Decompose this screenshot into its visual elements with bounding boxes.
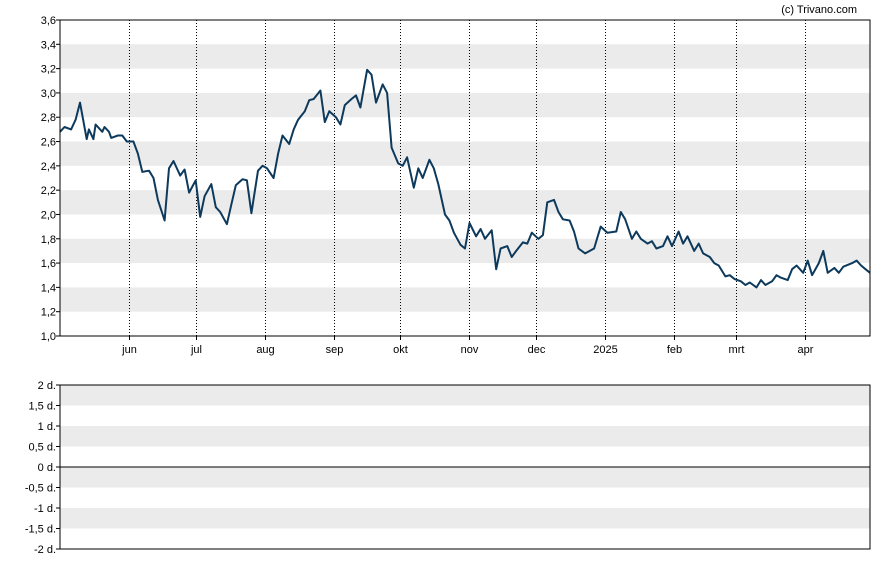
y-tick-label: -0,5 d. [25,483,56,495]
grid-band [60,426,870,447]
y-tick-label: 3,0 [41,88,56,100]
y-tick-label: 1 d. [38,421,56,433]
x-tick-label: mrt [729,344,745,356]
grid-band [60,238,870,264]
y-tick-label: 1,4 [41,282,56,294]
volume-chart-y-axis: 2 d. 1,5 d. 1 d. 0,5 d. 0 d. -0,5 d. -1 d. -1,5… [25,380,60,556]
x-tick-label: 2025 [593,344,617,356]
y-tick-label: -1,5 d. [25,524,56,536]
grid-band [60,508,870,529]
y-tick-label: 1,5 d. [28,401,56,413]
grid-band [60,92,870,118]
x-tick-label: aug [256,344,274,356]
y-tick-label: 2,0 [41,209,56,221]
y-tick-label: 0,5 d. [28,442,56,454]
price-line [59,68,871,289]
y-tick-label: 2,2 [41,185,56,197]
grid-band [60,385,870,406]
x-tick-label: dec [528,344,546,356]
y-tick-label: -1 d. [34,503,56,515]
price-chart-frame [59,19,871,337]
price-chart-plot [59,68,871,289]
y-tick-label: 1,0 [41,331,56,343]
y-tick-label: 1,8 [41,234,56,246]
grid-band [60,287,870,312]
y-tick-label: 3,4 [41,39,56,51]
price-chart-y-axis: 1,0 1,2 1,4 1,6 1,8 2,0 2,2 2,4 2,6 2,8 3,0 3,2 3,4 3… [41,15,60,343]
grid-band [60,190,870,215]
x-tick-label: okt [393,344,408,356]
y-tick-label: -2 d. [34,544,56,556]
y-tick-label: 2 d. [38,380,56,392]
grid-band [60,44,870,69]
x-tick-label: apr [798,344,814,356]
y-tick-label: 2,8 [41,112,56,124]
y-tick-label: 1,2 [41,307,56,319]
grid-band [60,467,870,488]
y-tick-label: 1,6 [41,258,56,270]
x-tick-label: nov [461,344,479,356]
price-chart-x-axis: jun jul aug sep okt nov dec 2025 feb mrt apr [121,336,814,356]
x-tick-label: jul [190,344,202,356]
copyright-label: (c) Trivano.com [781,4,857,16]
y-tick-label: 0 d. [38,462,56,474]
y-tick-label: 2,6 [41,137,56,149]
y-tick-label: 2,4 [41,161,56,173]
volume-chart-frame [59,384,871,550]
x-tick-label: feb [667,344,682,356]
grid-band [60,141,870,166]
volume-chart-bands [60,385,870,529]
x-tick-label: sep [326,344,344,356]
price-chart-bands [60,44,870,312]
y-tick-label: 3,2 [41,64,56,76]
y-tick-label: 3,6 [41,15,56,27]
x-tick-label: jun [121,344,137,356]
